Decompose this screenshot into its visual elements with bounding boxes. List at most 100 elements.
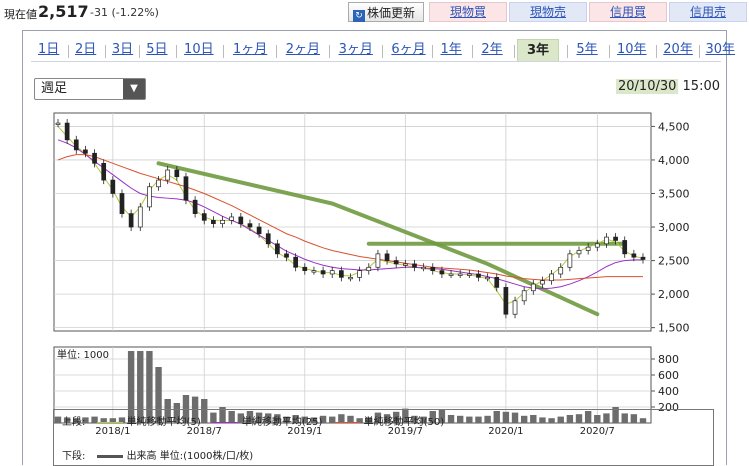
volume-bar <box>566 415 574 423</box>
candle-body <box>476 273 481 278</box>
price-tick-label: 2,000 <box>658 288 690 301</box>
volume-bar <box>301 416 308 423</box>
candle-body <box>220 219 225 225</box>
volume-bar <box>201 399 208 423</box>
volume-bar <box>548 418 555 423</box>
x-tick-label: 2018/1 <box>95 426 130 437</box>
candle-body <box>558 266 564 275</box>
period-separator <box>138 45 140 58</box>
volume-bar <box>429 411 436 423</box>
x-tick-label: 2019/7 <box>388 426 423 437</box>
volume-bar <box>246 411 254 423</box>
volume-bar <box>411 415 418 423</box>
period-tab-2[interactable]: 3日 <box>111 42 134 57</box>
candle-body <box>128 213 134 228</box>
candle-body <box>567 253 573 268</box>
period-tab-0[interactable]: 1日 <box>37 42 60 57</box>
period-tab-14[interactable]: 20年 <box>663 42 693 57</box>
period-separator <box>698 45 700 58</box>
legend-ma25: 単純移動平均(25) <box>241 417 323 428</box>
margin-buy-button[interactable]: 信用買 <box>589 2 667 22</box>
period-tab-12[interactable]: 5年 <box>576 42 598 57</box>
volume-bar <box>173 403 181 423</box>
volume-bar <box>73 418 80 423</box>
volume-bar <box>210 412 217 423</box>
candle-body <box>549 273 554 282</box>
period-tab-1[interactable]: 2日 <box>74 42 97 57</box>
candle-body <box>256 226 262 235</box>
volume-swatch <box>96 454 123 458</box>
candle-body <box>348 276 353 280</box>
period-separator <box>608 45 610 58</box>
candle-body <box>192 199 198 214</box>
volume-bar <box>137 351 144 423</box>
volume-bar <box>383 414 391 423</box>
candle-body <box>275 243 280 255</box>
volume-tick-label: 800 <box>658 353 679 366</box>
volume-tick-label: 400 <box>658 385 679 398</box>
volume-bar <box>630 414 638 423</box>
period-tab-11[interactable]: 3年 <box>516 39 560 61</box>
candle-body <box>329 270 335 275</box>
period-tab-8[interactable]: 6ヶ月 <box>391 42 426 57</box>
period-tab-13[interactable]: 10年 <box>617 42 647 57</box>
period-tab-7[interactable]: 3ヶ月 <box>338 42 373 57</box>
candle-body <box>594 243 600 248</box>
period-tab-15[interactable]: 30年 <box>705 42 736 57</box>
volume-bar <box>164 399 171 423</box>
period-tab-5[interactable]: 1ヶ月 <box>232 42 268 57</box>
cash-buy-button[interactable]: 現物買 <box>429 2 507 22</box>
candle-body <box>466 273 472 276</box>
candle-body <box>293 256 299 268</box>
period-tab-3[interactable]: 5日 <box>146 42 168 57</box>
candle-body <box>512 300 518 315</box>
candle-body <box>503 287 509 315</box>
candle-body <box>83 149 88 154</box>
price-label: 現在値 <box>4 8 37 21</box>
period-tab-4[interactable]: 10日 <box>184 42 214 57</box>
candle-body <box>119 193 125 214</box>
refresh-button[interactable]: ↻ 株価更新 <box>348 2 424 22</box>
volume-tick-label: 200 <box>658 401 679 414</box>
stock-chart: 4,500 4,000 3,500 3,000 2,500 2,000 1,500 2018/… <box>53 112 690 437</box>
volume-bar <box>621 413 628 423</box>
candle-body <box>412 263 417 268</box>
volume-bar <box>530 415 537 423</box>
period-tabs: 1日 2日 3日 5日 10日 1ヶ月 2ヶ月 3ヶ月 6ヶ月 1年 2年 3年 5年 10年 20年 30年 <box>31 35 735 62</box>
chart-datetime: 20/10/30 15:00 <box>616 78 720 96</box>
volume-bar <box>456 415 464 423</box>
volume-bar <box>584 411 592 423</box>
candle-body <box>485 276 490 280</box>
margin-sell-button[interactable]: 信用売 <box>669 2 747 22</box>
volume-bar <box>511 412 519 423</box>
period-tab-6[interactable]: 2ヶ月 <box>285 42 321 57</box>
candle-body <box>247 223 253 228</box>
chart-panel: 1日 2日 3日 5日 10日 1ヶ月 2ヶ月 3ヶ月 6ヶ月 1年 2年 3年 5年 10年 20年 30年… <box>22 30 735 466</box>
x-tick-label: 2018/7 <box>187 426 222 437</box>
interval-select[interactable]: 週足 ▼ <box>34 78 146 100</box>
volume-bar <box>237 413 245 423</box>
volume-bar <box>603 413 610 423</box>
candle-body <box>604 236 609 245</box>
legend-bottom-label: 下段: <box>62 451 86 462</box>
period-separator <box>276 45 278 58</box>
candle-body <box>622 240 628 255</box>
volume-bar <box>100 418 107 423</box>
period-separator <box>431 45 433 58</box>
volume-bar <box>319 415 327 423</box>
period-separator <box>566 45 568 58</box>
candle-body <box>64 122 70 141</box>
period-tab-10[interactable]: 2年 <box>481 42 503 57</box>
volume-bar <box>109 418 117 423</box>
candle-body <box>311 270 317 273</box>
candle-body <box>613 236 618 241</box>
candle-body <box>156 179 161 188</box>
period-tab-9[interactable]: 1年 <box>440 42 462 57</box>
volume-bar <box>329 416 336 423</box>
period-separator <box>513 45 515 58</box>
chart-date: 20/10/30 <box>616 79 679 94</box>
cash-sell-button[interactable]: 現物売 <box>509 2 587 22</box>
volume-bar <box>438 409 446 423</box>
volume-bar <box>420 416 427 423</box>
candle-body <box>147 186 152 208</box>
